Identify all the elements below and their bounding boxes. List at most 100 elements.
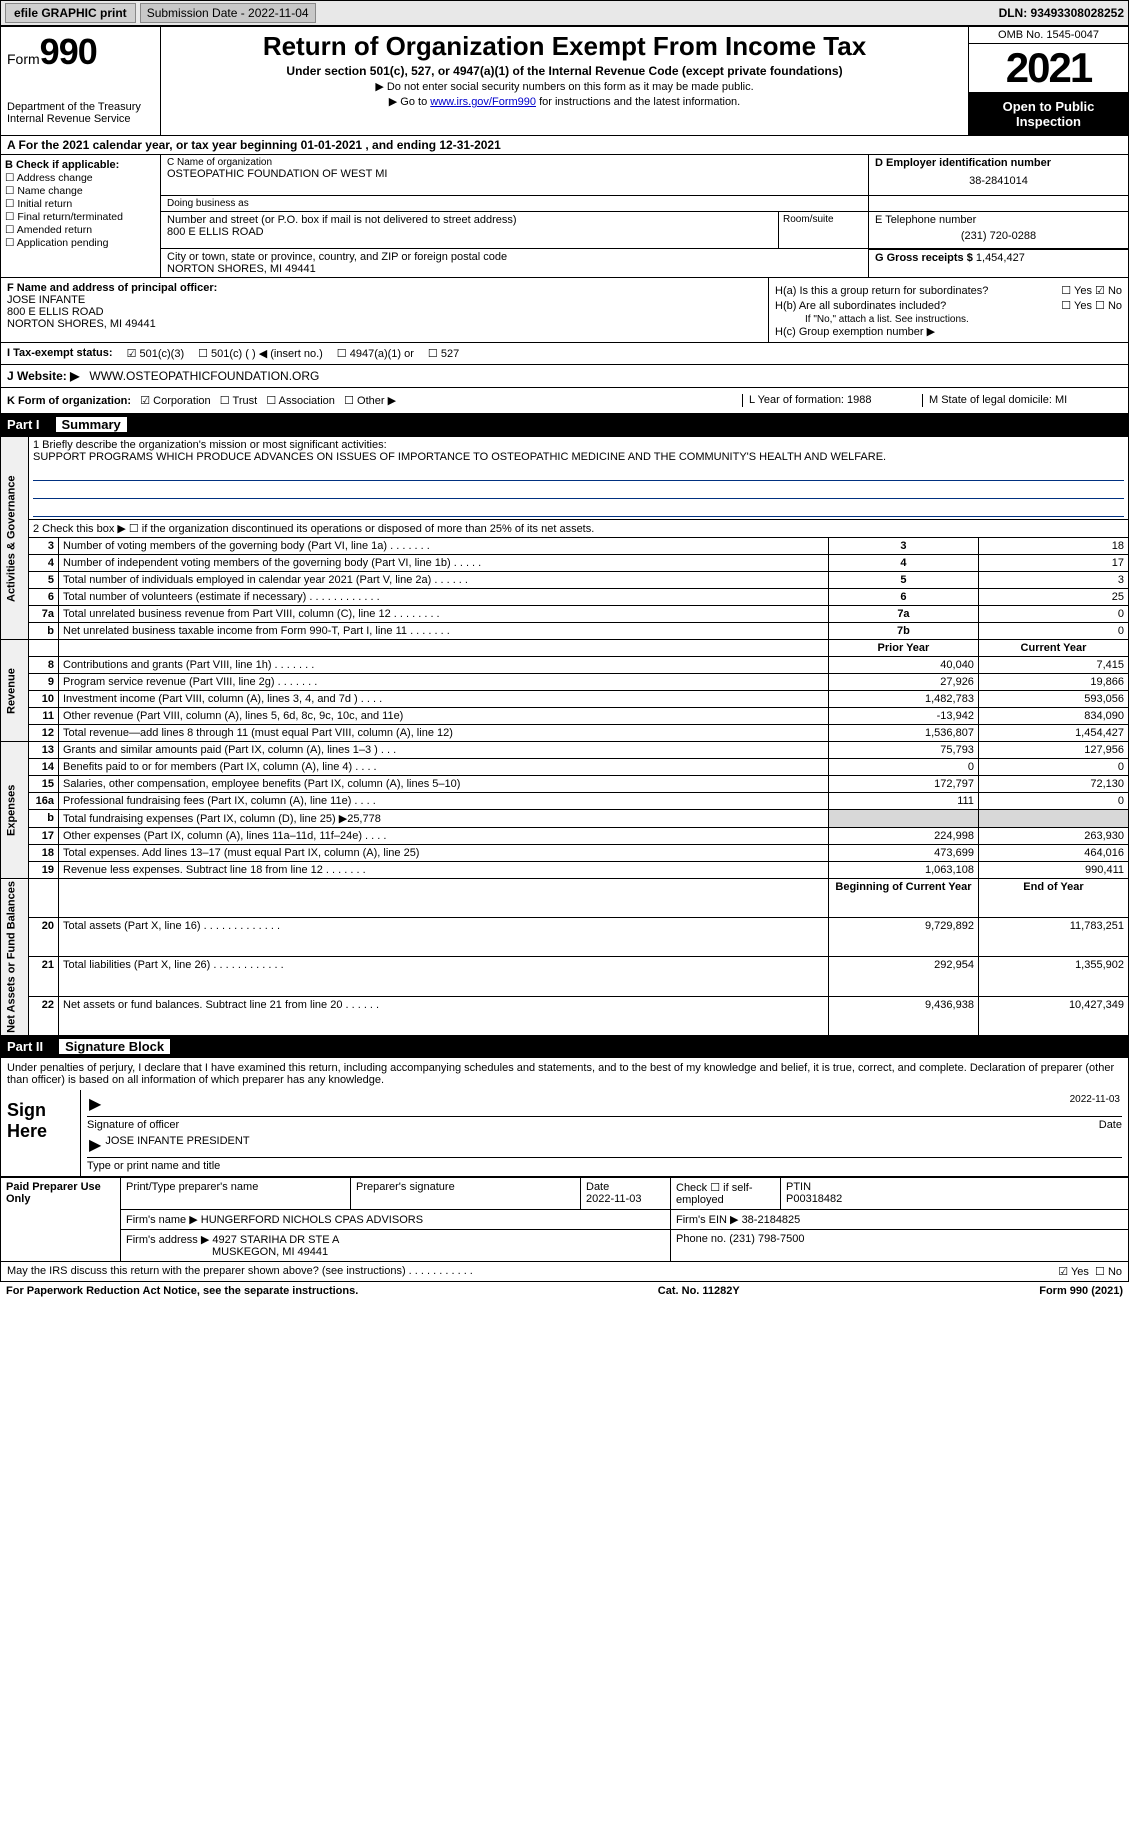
cb-other[interactable]	[344, 395, 357, 407]
discuss-no[interactable]	[1095, 1266, 1108, 1278]
row-val: 0	[978, 623, 1128, 640]
firm-phone: (231) 798-7500	[729, 1233, 804, 1245]
hb-note: If "No," attach a list. See instructions…	[775, 314, 1122, 325]
row-num: 22	[29, 996, 59, 1035]
cb-527[interactable]	[428, 348, 441, 360]
officer-addr2: NORTON SHORES, MI 49441	[7, 318, 762, 330]
street-value: 800 E ELLIS ROAD	[167, 226, 772, 238]
opt-527: 527	[441, 348, 459, 360]
officer-addr1: 800 E ELLIS ROAD	[7, 306, 762, 318]
cb-application[interactable]: Application pending	[5, 237, 156, 249]
l-year-formation: L Year of formation: 1988	[742, 394, 922, 407]
col-b-checkboxes: B Check if applicable: Address change Na…	[1, 155, 161, 277]
hb-yes[interactable]: Yes	[1061, 300, 1092, 312]
row-desc: Total assets (Part X, line 16) . . . . .…	[59, 918, 829, 957]
cb-final-return[interactable]: Final return/terminated	[5, 211, 156, 223]
row-val: 25	[978, 589, 1128, 606]
ha-yes[interactable]: Yes	[1061, 285, 1092, 297]
row-prior: 75,793	[828, 742, 978, 759]
row-prior: 224,998	[828, 828, 978, 845]
blank-line	[33, 467, 1124, 481]
opt-corp: Corporation	[153, 395, 210, 407]
cb-address-change[interactable]: Address change	[5, 172, 156, 184]
opt-trust: Trust	[233, 395, 258, 407]
discuss-yes[interactable]	[1058, 1266, 1071, 1278]
row-begin: 9,436,938	[828, 996, 978, 1035]
side-netassets: Net Assets or Fund Balances	[1, 879, 29, 1036]
footer-left: For Paperwork Reduction Act Notice, see …	[6, 1285, 358, 1297]
side-expenses: Expenses	[1, 742, 29, 879]
row-num: 6	[29, 589, 59, 606]
row-box: 4	[828, 555, 978, 572]
cb-assoc[interactable]	[266, 395, 278, 407]
row-curr: 1,454,427	[978, 725, 1128, 742]
irs-link[interactable]: www.irs.gov/Form990	[430, 96, 536, 108]
note2-pre: ▶ Go to	[389, 96, 430, 108]
row-end: 11,783,251	[978, 918, 1128, 957]
p-self-label: Check ☐ if self-employed	[676, 1181, 775, 1206]
header-right: OMB No. 1545-0047 2021 Open to Public In…	[968, 27, 1128, 135]
row-desc: Benefits paid to or for members (Part IX…	[59, 759, 829, 776]
firm-phone-label: Phone no.	[676, 1233, 726, 1245]
q1-label: 1 Briefly describe the organization's mi…	[33, 439, 1124, 451]
officer-name: JOSE INFANTE	[7, 294, 762, 306]
row-num: 9	[29, 674, 59, 691]
cb-501c3[interactable]	[127, 348, 140, 360]
cb-amended[interactable]: Amended return	[5, 224, 156, 236]
row-prior: 40,040	[828, 657, 978, 674]
paid-preparer-label: Paid Preparer Use Only	[1, 1177, 121, 1261]
q1-value: SUPPORT PROGRAMS WHICH PRODUCE ADVANCES …	[33, 451, 1124, 463]
cb-4947[interactable]	[337, 348, 350, 360]
row-j-website: J Website: ▶ WWW.OSTEOPATHICFOUNDATION.O…	[0, 365, 1129, 388]
row-val: 0	[978, 606, 1128, 623]
row-desc: Total expenses. Add lines 13–17 (must eq…	[59, 845, 829, 862]
street-label: Number and street (or P.O. box if mail i…	[167, 214, 772, 226]
row-desc: Net assets or fund balances. Subtract li…	[59, 996, 829, 1035]
firm-addr: 4927 STARIHA DR STE A	[212, 1234, 339, 1246]
row-desc: Total fundraising expenses (Part IX, col…	[59, 810, 829, 828]
header-left: Form990 Department of the Treasury Inter…	[1, 27, 161, 135]
cb-corp[interactable]	[140, 395, 153, 407]
form-label: Form	[7, 51, 40, 67]
discuss-row: May the IRS discuss this return with the…	[0, 1262, 1129, 1282]
opt-other: Other ▶	[357, 395, 396, 407]
row-desc: Grants and similar amounts paid (Part IX…	[59, 742, 829, 759]
row-curr: 0	[978, 759, 1128, 776]
dept-label: Department of the Treasury Internal Reve…	[7, 101, 154, 125]
row-val: 3	[978, 572, 1128, 589]
cb-initial-return[interactable]: Initial return	[5, 198, 156, 210]
p-sig-label: Preparer's signature	[356, 1181, 575, 1193]
d-ein-label: D Employer identification number	[875, 157, 1122, 169]
row-desc: Total number of volunteers (estimate if …	[59, 589, 829, 606]
row-desc: Number of independent voting members of …	[59, 555, 829, 572]
row-curr: 0	[978, 793, 1128, 810]
cb-501c[interactable]	[198, 348, 211, 360]
row-num: 3	[29, 538, 59, 555]
row-i-tax-status: I Tax-exempt status: 501(c)(3) 501(c) ( …	[0, 343, 1129, 365]
opt-501c3: 501(c)(3)	[139, 348, 184, 360]
row-prior: 0	[828, 759, 978, 776]
row-curr: 7,415	[978, 657, 1128, 674]
section-f-h: F Name and address of principal officer:…	[0, 278, 1129, 343]
hb-no[interactable]: No	[1095, 300, 1122, 312]
cb-trust[interactable]	[220, 395, 233, 407]
row-desc: Net unrelated business taxable income fr…	[59, 623, 829, 640]
efile-button[interactable]: efile GRAPHIC print	[5, 3, 136, 23]
ha-no[interactable]: No	[1095, 285, 1122, 297]
sign-here-label: Sign Here	[1, 1090, 81, 1176]
opt-assoc: Association	[279, 395, 335, 407]
firm-addr-label: Firm's address ▶	[126, 1234, 209, 1246]
row-num: 18	[29, 845, 59, 862]
g-gross-label: G Gross receipts $	[875, 252, 973, 264]
p-name-label: Print/Type preparer's name	[126, 1181, 345, 1193]
row-prior: 1,536,807	[828, 725, 978, 742]
cb-name-change[interactable]: Name change	[5, 185, 156, 197]
p-date: 2022-11-03	[586, 1193, 665, 1205]
m-state-domicile: M State of legal domicile: MI	[922, 394, 1122, 407]
form-subtitle: Under section 501(c), 527, or 4947(a)(1)…	[167, 64, 962, 78]
col-f-officer: F Name and address of principal officer:…	[1, 278, 768, 342]
submission-date: Submission Date - 2022-11-04	[140, 3, 316, 23]
hdr-prior: Prior Year	[828, 640, 978, 657]
row-box: 7b	[828, 623, 978, 640]
room-label: Room/suite	[778, 212, 868, 248]
